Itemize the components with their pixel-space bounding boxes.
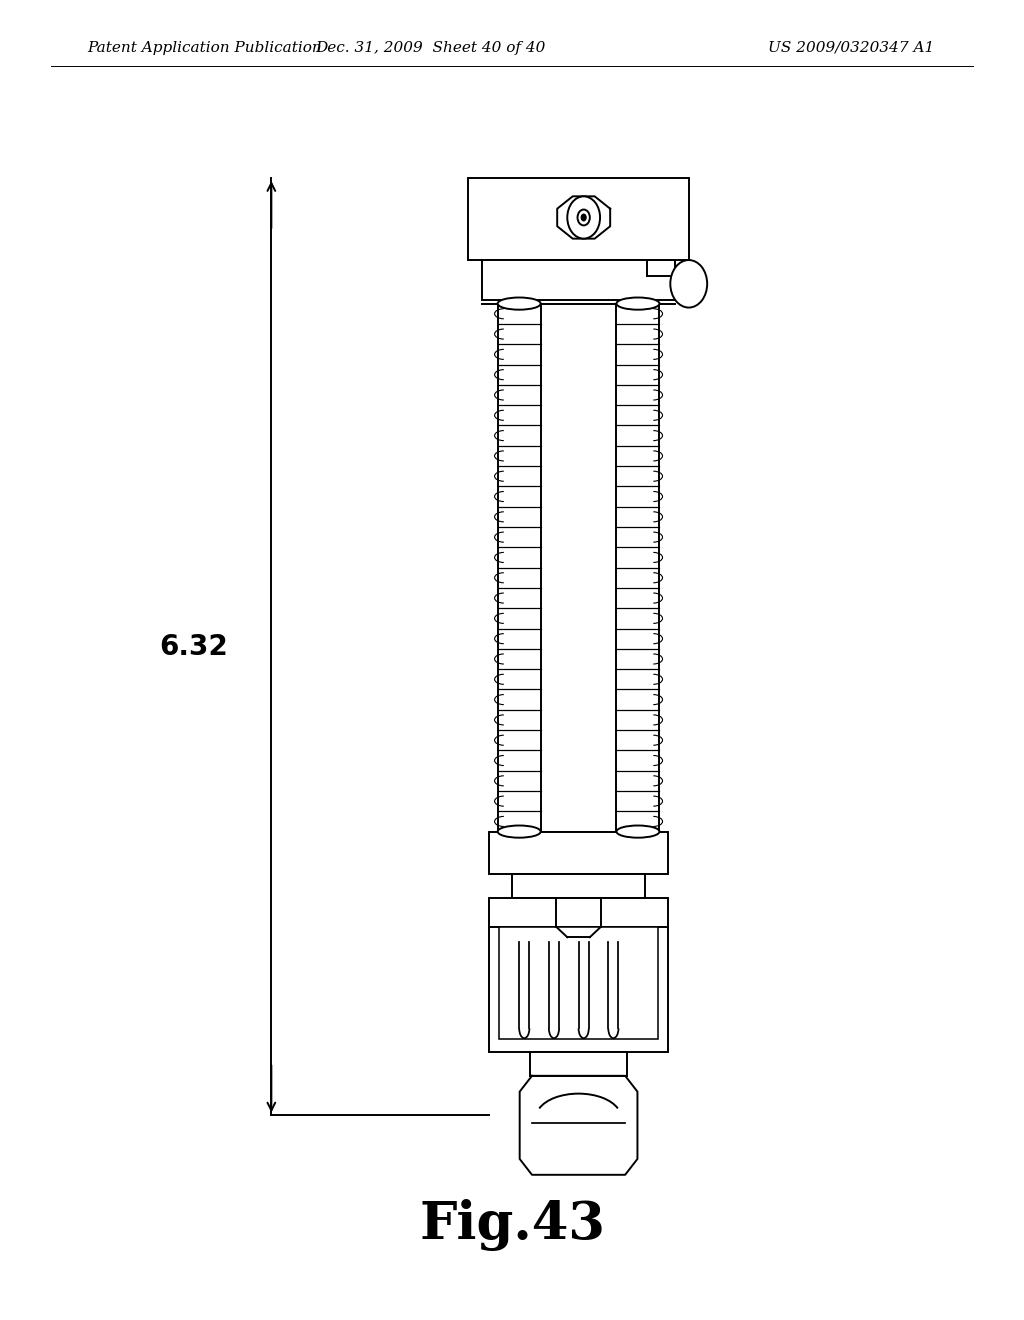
Bar: [481, 260, 676, 300]
Ellipse shape: [616, 329, 659, 339]
Ellipse shape: [616, 471, 659, 482]
Ellipse shape: [616, 775, 659, 787]
Bar: [468, 178, 688, 260]
Ellipse shape: [498, 816, 541, 828]
Ellipse shape: [616, 370, 659, 380]
Ellipse shape: [616, 694, 659, 705]
Ellipse shape: [498, 612, 541, 624]
Circle shape: [671, 260, 708, 308]
Ellipse shape: [498, 694, 541, 705]
Text: Patent Application Publication: Patent Application Publication: [87, 41, 322, 54]
Ellipse shape: [498, 308, 541, 319]
Ellipse shape: [498, 348, 541, 360]
Bar: [488, 832, 668, 874]
Ellipse shape: [616, 653, 659, 664]
Ellipse shape: [498, 796, 541, 807]
Circle shape: [567, 197, 600, 239]
Ellipse shape: [616, 593, 659, 603]
Ellipse shape: [498, 714, 541, 726]
Text: Dec. 31, 2009  Sheet 40 of 40: Dec. 31, 2009 Sheet 40 of 40: [315, 41, 545, 54]
Ellipse shape: [498, 593, 541, 603]
Bar: [499, 927, 657, 1039]
Ellipse shape: [498, 471, 541, 482]
Ellipse shape: [498, 430, 541, 441]
Ellipse shape: [498, 572, 541, 583]
Ellipse shape: [616, 816, 659, 828]
Ellipse shape: [498, 653, 541, 664]
Ellipse shape: [498, 825, 541, 838]
Ellipse shape: [616, 714, 659, 726]
Bar: [512, 874, 645, 898]
Ellipse shape: [616, 634, 659, 644]
Text: 6.32: 6.32: [160, 632, 228, 661]
Ellipse shape: [498, 755, 541, 766]
Ellipse shape: [498, 735, 541, 746]
Text: Fig.43: Fig.43: [419, 1199, 605, 1251]
Ellipse shape: [616, 572, 659, 583]
Ellipse shape: [616, 430, 659, 441]
Ellipse shape: [616, 491, 659, 502]
Ellipse shape: [498, 511, 541, 523]
Ellipse shape: [498, 634, 541, 644]
Ellipse shape: [498, 775, 541, 787]
Ellipse shape: [498, 552, 541, 564]
Ellipse shape: [498, 389, 541, 400]
Ellipse shape: [498, 329, 541, 339]
Ellipse shape: [616, 511, 659, 523]
Bar: [488, 898, 668, 927]
Ellipse shape: [498, 491, 541, 502]
Ellipse shape: [498, 450, 541, 462]
Ellipse shape: [616, 297, 659, 310]
Bar: [488, 927, 668, 1052]
Text: US 2009/0320347 A1: US 2009/0320347 A1: [768, 41, 934, 54]
Ellipse shape: [498, 409, 541, 421]
Ellipse shape: [616, 348, 659, 360]
Ellipse shape: [616, 389, 659, 400]
Polygon shape: [519, 1076, 637, 1175]
Ellipse shape: [616, 735, 659, 746]
Ellipse shape: [616, 673, 659, 685]
Bar: [530, 1052, 627, 1076]
Ellipse shape: [498, 532, 541, 543]
Ellipse shape: [616, 552, 659, 564]
Circle shape: [578, 210, 590, 226]
Ellipse shape: [498, 297, 541, 310]
Ellipse shape: [616, 825, 659, 838]
Ellipse shape: [616, 755, 659, 766]
Ellipse shape: [498, 673, 541, 685]
Ellipse shape: [616, 796, 659, 807]
Ellipse shape: [498, 370, 541, 380]
Ellipse shape: [616, 308, 659, 319]
Ellipse shape: [616, 532, 659, 543]
Ellipse shape: [616, 450, 659, 462]
Ellipse shape: [616, 409, 659, 421]
Circle shape: [581, 214, 587, 222]
Ellipse shape: [616, 612, 659, 624]
